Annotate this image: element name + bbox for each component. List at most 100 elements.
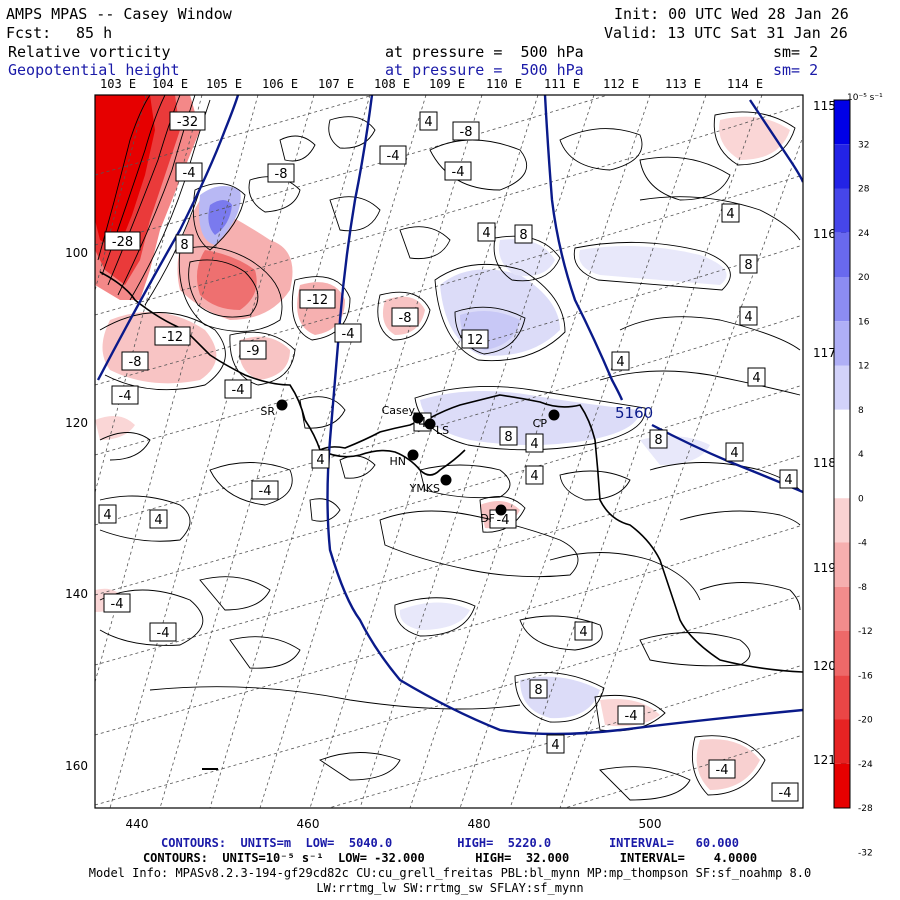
svg-text:4: 4 bbox=[752, 371, 760, 386]
top-longitude-label: 108 E bbox=[374, 77, 411, 91]
station-marker: LS bbox=[424, 418, 449, 437]
model-info: Model Info: MPASv8.2.3-194-gf29cd82c CU:… bbox=[88, 866, 812, 880]
svg-text:8: 8 bbox=[519, 228, 527, 243]
svg-text:-4: -4 bbox=[387, 149, 400, 164]
y-tick-label: 120 bbox=[65, 416, 88, 430]
colorbar-swatch bbox=[834, 542, 850, 587]
contour-label: -4 bbox=[111, 385, 139, 405]
colorbar-label: -28 bbox=[858, 804, 873, 814]
svg-text:4: 4 bbox=[482, 226, 490, 241]
valid-time: Valid: 13 UTC Sat 31 Jan 26 bbox=[604, 24, 848, 42]
svg-text:4: 4 bbox=[316, 453, 324, 468]
top-longitude-label: 112 E bbox=[603, 77, 640, 91]
svg-text:-28: -28 bbox=[112, 235, 133, 250]
contour-value-labels: -32 -4 -8 -28 8 -4 -4 4 -8 -12 -8 -12 -4 -8 -9 -4 -4 12 4 8… bbox=[98, 111, 799, 802]
svg-text:4: 4 bbox=[784, 473, 792, 488]
svg-text:HN: HN bbox=[390, 455, 407, 468]
colorbar-swatch bbox=[834, 321, 850, 366]
svg-text:-4: -4 bbox=[259, 484, 272, 499]
svg-text:8: 8 bbox=[504, 430, 512, 445]
svg-text:4: 4 bbox=[551, 738, 559, 753]
svg-text:-4: -4 bbox=[342, 327, 355, 342]
plot-frame bbox=[94, 94, 804, 809]
contour-label: 8 bbox=[649, 429, 668, 449]
vorticity-contour-info: CONTOURS: UNITS=10⁻⁵ s⁻¹ LOW= -32.000 HI… bbox=[142, 851, 758, 865]
svg-text:8: 8 bbox=[534, 683, 542, 698]
contour-label: -4 bbox=[149, 622, 177, 642]
top-longitude-label: 104 E bbox=[152, 77, 189, 91]
colorbar: 32 28 24 20 16 12 8 4 0 -4 -8 -12 -16 -20 -24 -28 -32 bbox=[833, 99, 873, 858]
svg-text:-8: -8 bbox=[129, 355, 142, 370]
colorbar-swatch bbox=[834, 232, 850, 277]
top-longitude-label: 111 E bbox=[544, 77, 581, 91]
contour-label: -4 bbox=[708, 759, 736, 779]
init-time: Init: 00 UTC Wed 28 Jan 26 bbox=[614, 5, 849, 23]
colorbar-swatch bbox=[834, 763, 850, 808]
top-longitude-label: 114 E bbox=[727, 77, 764, 91]
forecast-label: Fcst: bbox=[6, 24, 52, 42]
contour-label: -4 bbox=[334, 323, 362, 343]
contour-label: -4 bbox=[617, 705, 645, 725]
contour-label: -4 bbox=[224, 379, 252, 399]
field2-level: at pressure = 500 hPa bbox=[385, 61, 584, 79]
contour-label: -9 bbox=[239, 340, 267, 360]
contour-label: 4 bbox=[149, 509, 168, 529]
colorbar-label: -4 bbox=[858, 539, 867, 549]
top-longitude-label: 106 E bbox=[262, 77, 299, 91]
top-longitude-label: 113 E bbox=[665, 77, 702, 91]
colorbar-swatch bbox=[834, 454, 850, 499]
contour-label: 8 bbox=[529, 679, 548, 699]
svg-text:-4: -4 bbox=[119, 389, 132, 404]
geopotential-height-contours bbox=[96, 95, 803, 736]
svg-text:8: 8 bbox=[744, 258, 752, 273]
contour-label: 4 bbox=[525, 465, 544, 485]
svg-text:DF: DF bbox=[480, 512, 495, 525]
svg-text:-4: -4 bbox=[452, 165, 465, 180]
colorbar-label: 16 bbox=[858, 317, 870, 327]
svg-text:-8: -8 bbox=[275, 167, 288, 182]
svg-text:-4: -4 bbox=[779, 786, 792, 801]
colorbar-label: -32 bbox=[858, 848, 873, 858]
svg-text:4: 4 bbox=[530, 469, 538, 484]
contour-label: 8 bbox=[175, 234, 194, 254]
contour-label: 4 bbox=[779, 469, 798, 489]
contour-label: 8 bbox=[499, 426, 518, 446]
contour-label: 4 bbox=[477, 222, 496, 242]
contour-label: 4 bbox=[611, 351, 630, 371]
contour-label: 4 bbox=[525, 433, 544, 453]
contour-label: -4 bbox=[251, 480, 279, 500]
station-marker: DF bbox=[480, 504, 507, 525]
svg-text:-4: -4 bbox=[157, 626, 170, 641]
contour-label: -4 bbox=[103, 593, 131, 613]
contour-label: 8 bbox=[514, 224, 533, 244]
colorbar-swatch bbox=[834, 277, 850, 322]
svg-text:4: 4 bbox=[616, 355, 624, 370]
x-tick-label: 440 bbox=[126, 817, 149, 831]
svg-text:SR: SR bbox=[260, 405, 275, 418]
svg-text:4: 4 bbox=[103, 508, 111, 523]
station-marker: Casey bbox=[382, 404, 424, 424]
svg-text:LS: LS bbox=[436, 424, 449, 437]
field1-name: Relative vorticity bbox=[8, 43, 171, 61]
contour-label: 4 bbox=[721, 203, 740, 223]
height-contour-info: CONTOURS: UNITS=m LOW= 5040.0 HIGH= 5220… bbox=[161, 836, 739, 850]
colorbar-label: 12 bbox=[858, 362, 869, 372]
contour-label: -4 bbox=[379, 145, 407, 165]
contour-label: -8 bbox=[267, 163, 295, 183]
field1-level: at pressure = 500 hPa bbox=[385, 43, 584, 61]
colorbar-swatch bbox=[834, 631, 850, 676]
svg-text:4: 4 bbox=[418, 416, 426, 431]
contour-label: -8 bbox=[452, 121, 480, 141]
svg-text:-4: -4 bbox=[183, 166, 196, 181]
top-longitude-label: 110 E bbox=[486, 77, 523, 91]
svg-text:Casey: Casey bbox=[382, 404, 416, 417]
field2-smoothing: sm= 2 bbox=[773, 61, 819, 79]
forecast-hour: 85 h bbox=[76, 24, 113, 42]
svg-text:-4: -4 bbox=[716, 763, 729, 778]
colorbar-label: 32 bbox=[858, 140, 869, 150]
colorbar-swatch bbox=[834, 586, 850, 631]
contour-label: -4 bbox=[489, 509, 517, 529]
svg-text:4: 4 bbox=[579, 625, 587, 640]
y-tick-label: 100 bbox=[65, 246, 88, 260]
contour-label: 4 bbox=[739, 306, 758, 326]
